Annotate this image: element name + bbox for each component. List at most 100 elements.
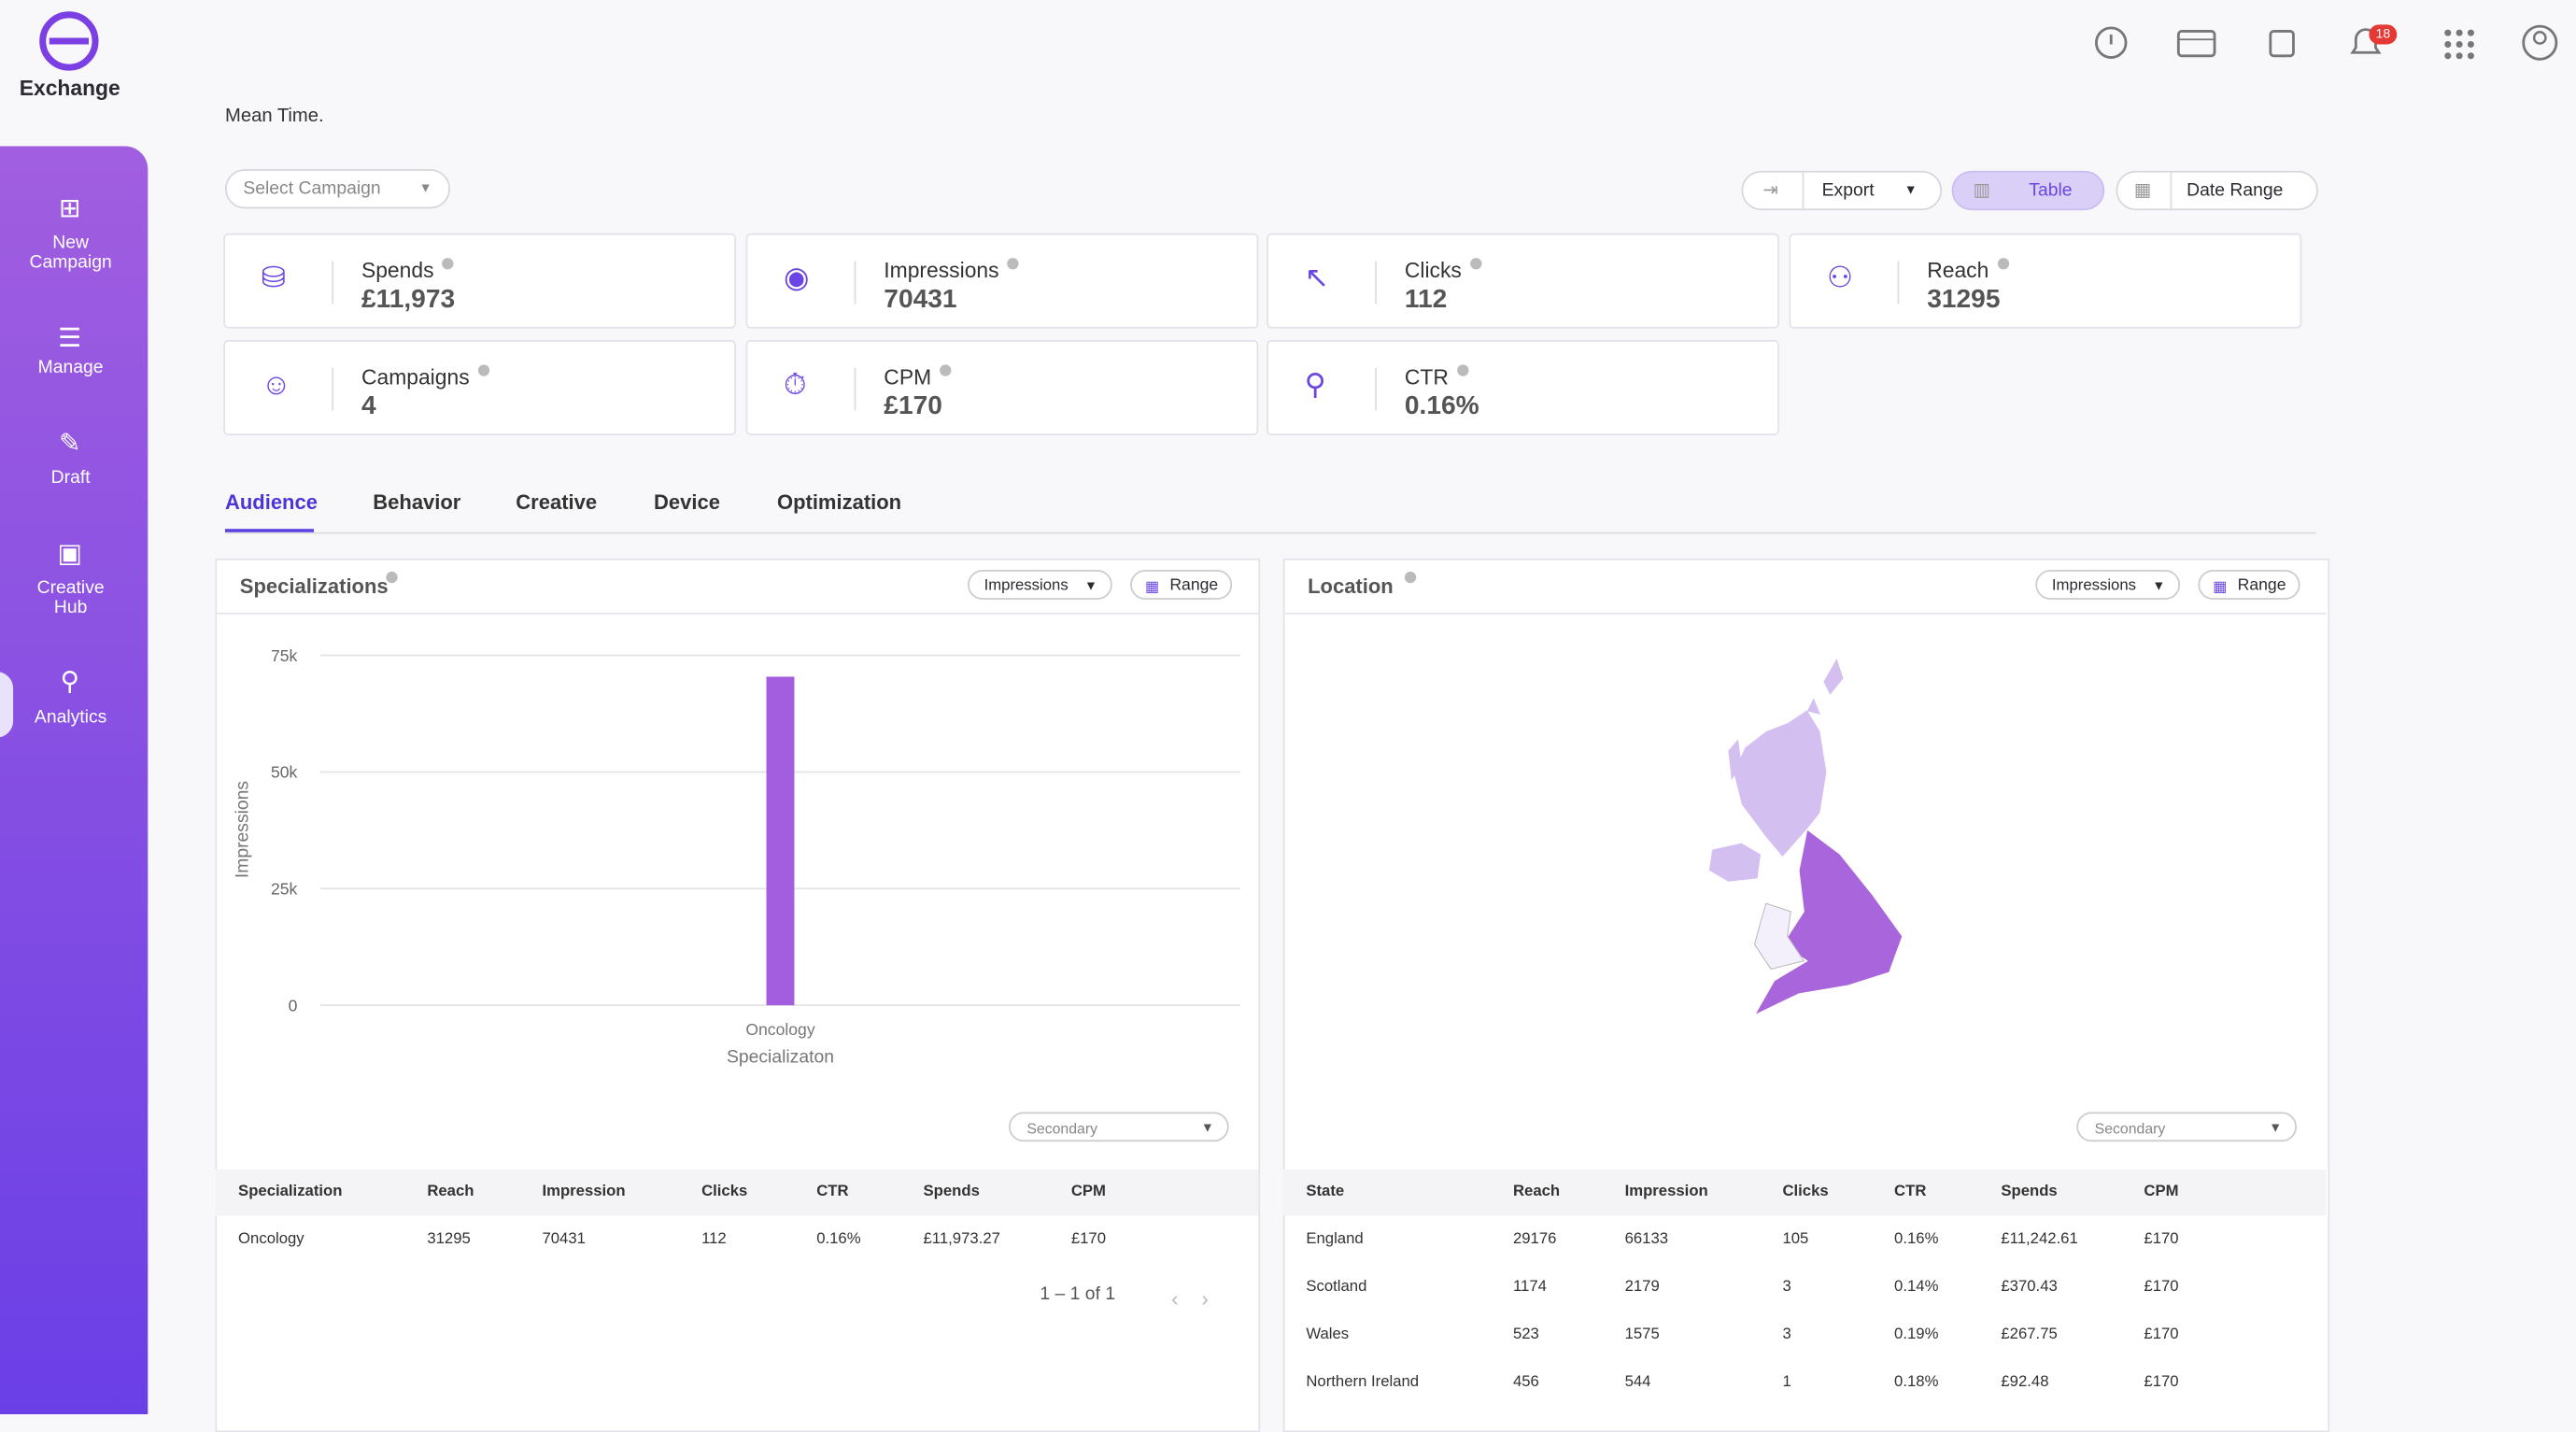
campaign-select[interactable]: Select Campaign ▼ bbox=[224, 169, 450, 209]
stat-label: Clicks bbox=[1405, 258, 1481, 282]
metric-select[interactable]: Impressions ▼ bbox=[2035, 570, 2181, 600]
active-indicator bbox=[0, 672, 14, 738]
stat-separator bbox=[854, 261, 856, 305]
panel-header-line bbox=[215, 612, 1259, 615]
info-dot bbox=[1456, 364, 1468, 376]
pagination: 1 – 1 of 1 bbox=[1040, 1284, 1116, 1305]
table-cell: 2179 bbox=[1624, 1278, 1660, 1297]
table-cell: Scotland bbox=[1306, 1278, 1367, 1297]
range-button[interactable]: Range ▦ bbox=[2198, 570, 2300, 600]
date-range-text: Date Range bbox=[2187, 180, 2284, 201]
range-button[interactable]: Range ▦ bbox=[1130, 570, 1233, 600]
stat-card: ◉ Impressions 70431 bbox=[745, 233, 1259, 329]
map-england[interactable] bbox=[1753, 829, 1904, 1016]
table-header: CTR bbox=[816, 1183, 849, 1201]
table-header: Reach bbox=[1512, 1183, 1561, 1201]
table-header-band bbox=[215, 1169, 1259, 1216]
sidebar-icon[interactable]: ☰ bbox=[58, 325, 82, 354]
panel-title: Specializations bbox=[239, 574, 389, 599]
stat-card: ⏱ CPM £170 bbox=[745, 339, 1259, 435]
intro-text: Mean Time. bbox=[224, 106, 324, 127]
info-dot bbox=[1469, 258, 1481, 270]
table-cell: £370.43 bbox=[2001, 1278, 2058, 1297]
sidebar-icon[interactable]: ⊞ bbox=[58, 195, 81, 224]
logo-text: Exchange bbox=[19, 75, 120, 101]
location-panel bbox=[1282, 558, 2330, 1432]
table-cell: £170 bbox=[2144, 1326, 2179, 1344]
date-range-button[interactable]: ▦ Date Range bbox=[2116, 170, 2318, 211]
metric-select[interactable]: Impressions ▼ bbox=[968, 570, 1112, 600]
stat-value: 4 bbox=[361, 392, 376, 421]
table-cell: England bbox=[1306, 1230, 1364, 1249]
pager-arrows[interactable]: ‹› bbox=[1171, 1285, 1232, 1311]
sidebar-label[interactable]: Analytics bbox=[34, 707, 107, 728]
export-button[interactable]: ⇥ Export ▼ bbox=[1741, 170, 1943, 211]
table-cell: 31295 bbox=[427, 1230, 471, 1249]
export-text: Export bbox=[1821, 180, 1875, 201]
table-cell: 523 bbox=[1512, 1326, 1539, 1344]
tab[interactable]: Device bbox=[654, 490, 720, 515]
table-cell: 0.16% bbox=[816, 1230, 861, 1249]
stat-card: ↖ Clicks 112 bbox=[1267, 233, 1779, 329]
sidebar-label[interactable]: Draft bbox=[50, 468, 91, 489]
y-tick-label: 50k bbox=[271, 763, 298, 782]
sidebar-label[interactable]: Creative Hub bbox=[36, 577, 105, 618]
table-cell: £170 bbox=[2144, 1230, 2179, 1249]
secondary-select-text: Secondary bbox=[1026, 1120, 1098, 1137]
table-cell: £11,973.27 bbox=[923, 1230, 1000, 1249]
y-axis-title: Impressions bbox=[233, 781, 253, 878]
info-dot bbox=[477, 364, 489, 376]
secondary-select[interactable]: Secondary ▼ bbox=[1008, 1112, 1229, 1142]
panel-title: Location bbox=[1308, 574, 1394, 599]
stat-value: 70431 bbox=[884, 285, 957, 314]
stat-icon: ↖ bbox=[1304, 261, 1330, 294]
sidebar-icon[interactable]: ▣ bbox=[57, 540, 83, 569]
tabs-divider bbox=[224, 532, 2317, 534]
table-cell: £11,242.61 bbox=[2001, 1230, 2078, 1249]
metric-select-text: Impressions bbox=[2051, 576, 2136, 595]
stat-value: 31295 bbox=[1927, 285, 2001, 314]
sidebar-label[interactable]: Manage bbox=[37, 358, 104, 378]
tab[interactable]: Creative bbox=[516, 490, 598, 515]
table-cell: £170 bbox=[2144, 1278, 2179, 1297]
stat-label: Campaigns bbox=[361, 364, 489, 390]
table-cell: 66133 bbox=[1624, 1230, 1669, 1249]
map-wales[interactable] bbox=[1753, 902, 1805, 971]
tab[interactable]: Optimization bbox=[776, 490, 902, 515]
stat-label: CPM bbox=[884, 364, 952, 390]
stat-card: ⚲ CTR 0.16% bbox=[1267, 339, 1779, 435]
table-toggle[interactable]: ▥ Table bbox=[1951, 170, 2105, 211]
table-cell: £92.48 bbox=[2001, 1373, 2049, 1392]
table-text: Table bbox=[2029, 180, 2073, 201]
info-dot bbox=[1007, 258, 1019, 270]
table-cell: 1575 bbox=[1624, 1326, 1660, 1344]
table-header: Impression bbox=[542, 1183, 626, 1201]
sidebar-label[interactable]: New Campaign bbox=[29, 233, 112, 273]
table-header-band bbox=[1282, 1169, 2327, 1216]
table-cell: 112 bbox=[701, 1230, 727, 1249]
stat-label: Reach bbox=[1927, 258, 2009, 282]
sidebar-icon[interactable]: ✎ bbox=[58, 430, 81, 459]
range-text: Range bbox=[2237, 576, 2286, 595]
stat-card: ☺ Campaigns 4 bbox=[223, 339, 737, 435]
stat-icon: ⏱ bbox=[784, 367, 807, 402]
sidebar-icon[interactable]: ⚲ bbox=[60, 668, 80, 697]
table-cell: 0.14% bbox=[1894, 1278, 1939, 1297]
tab[interactable]: Behavior bbox=[373, 490, 461, 515]
tab[interactable]: Audience bbox=[224, 490, 318, 515]
table-cell: £267.75 bbox=[2001, 1326, 2058, 1344]
active-tab-underline bbox=[224, 529, 314, 532]
stat-value: 112 bbox=[1404, 285, 1448, 314]
map-northern-ireland[interactable] bbox=[1707, 842, 1762, 883]
y-tick-label: 75k bbox=[271, 646, 298, 665]
table-header: Impression bbox=[1624, 1183, 1708, 1201]
sidebar bbox=[0, 146, 149, 1414]
table-cell: 0.16% bbox=[1894, 1230, 1939, 1249]
map-islands bbox=[1728, 659, 1844, 781]
secondary-select[interactable]: Secondary ▼ bbox=[2076, 1112, 2297, 1142]
stat-separator bbox=[1897, 261, 1900, 305]
info-dot bbox=[1404, 571, 1417, 584]
top-icons[interactable] bbox=[2087, 17, 2563, 69]
